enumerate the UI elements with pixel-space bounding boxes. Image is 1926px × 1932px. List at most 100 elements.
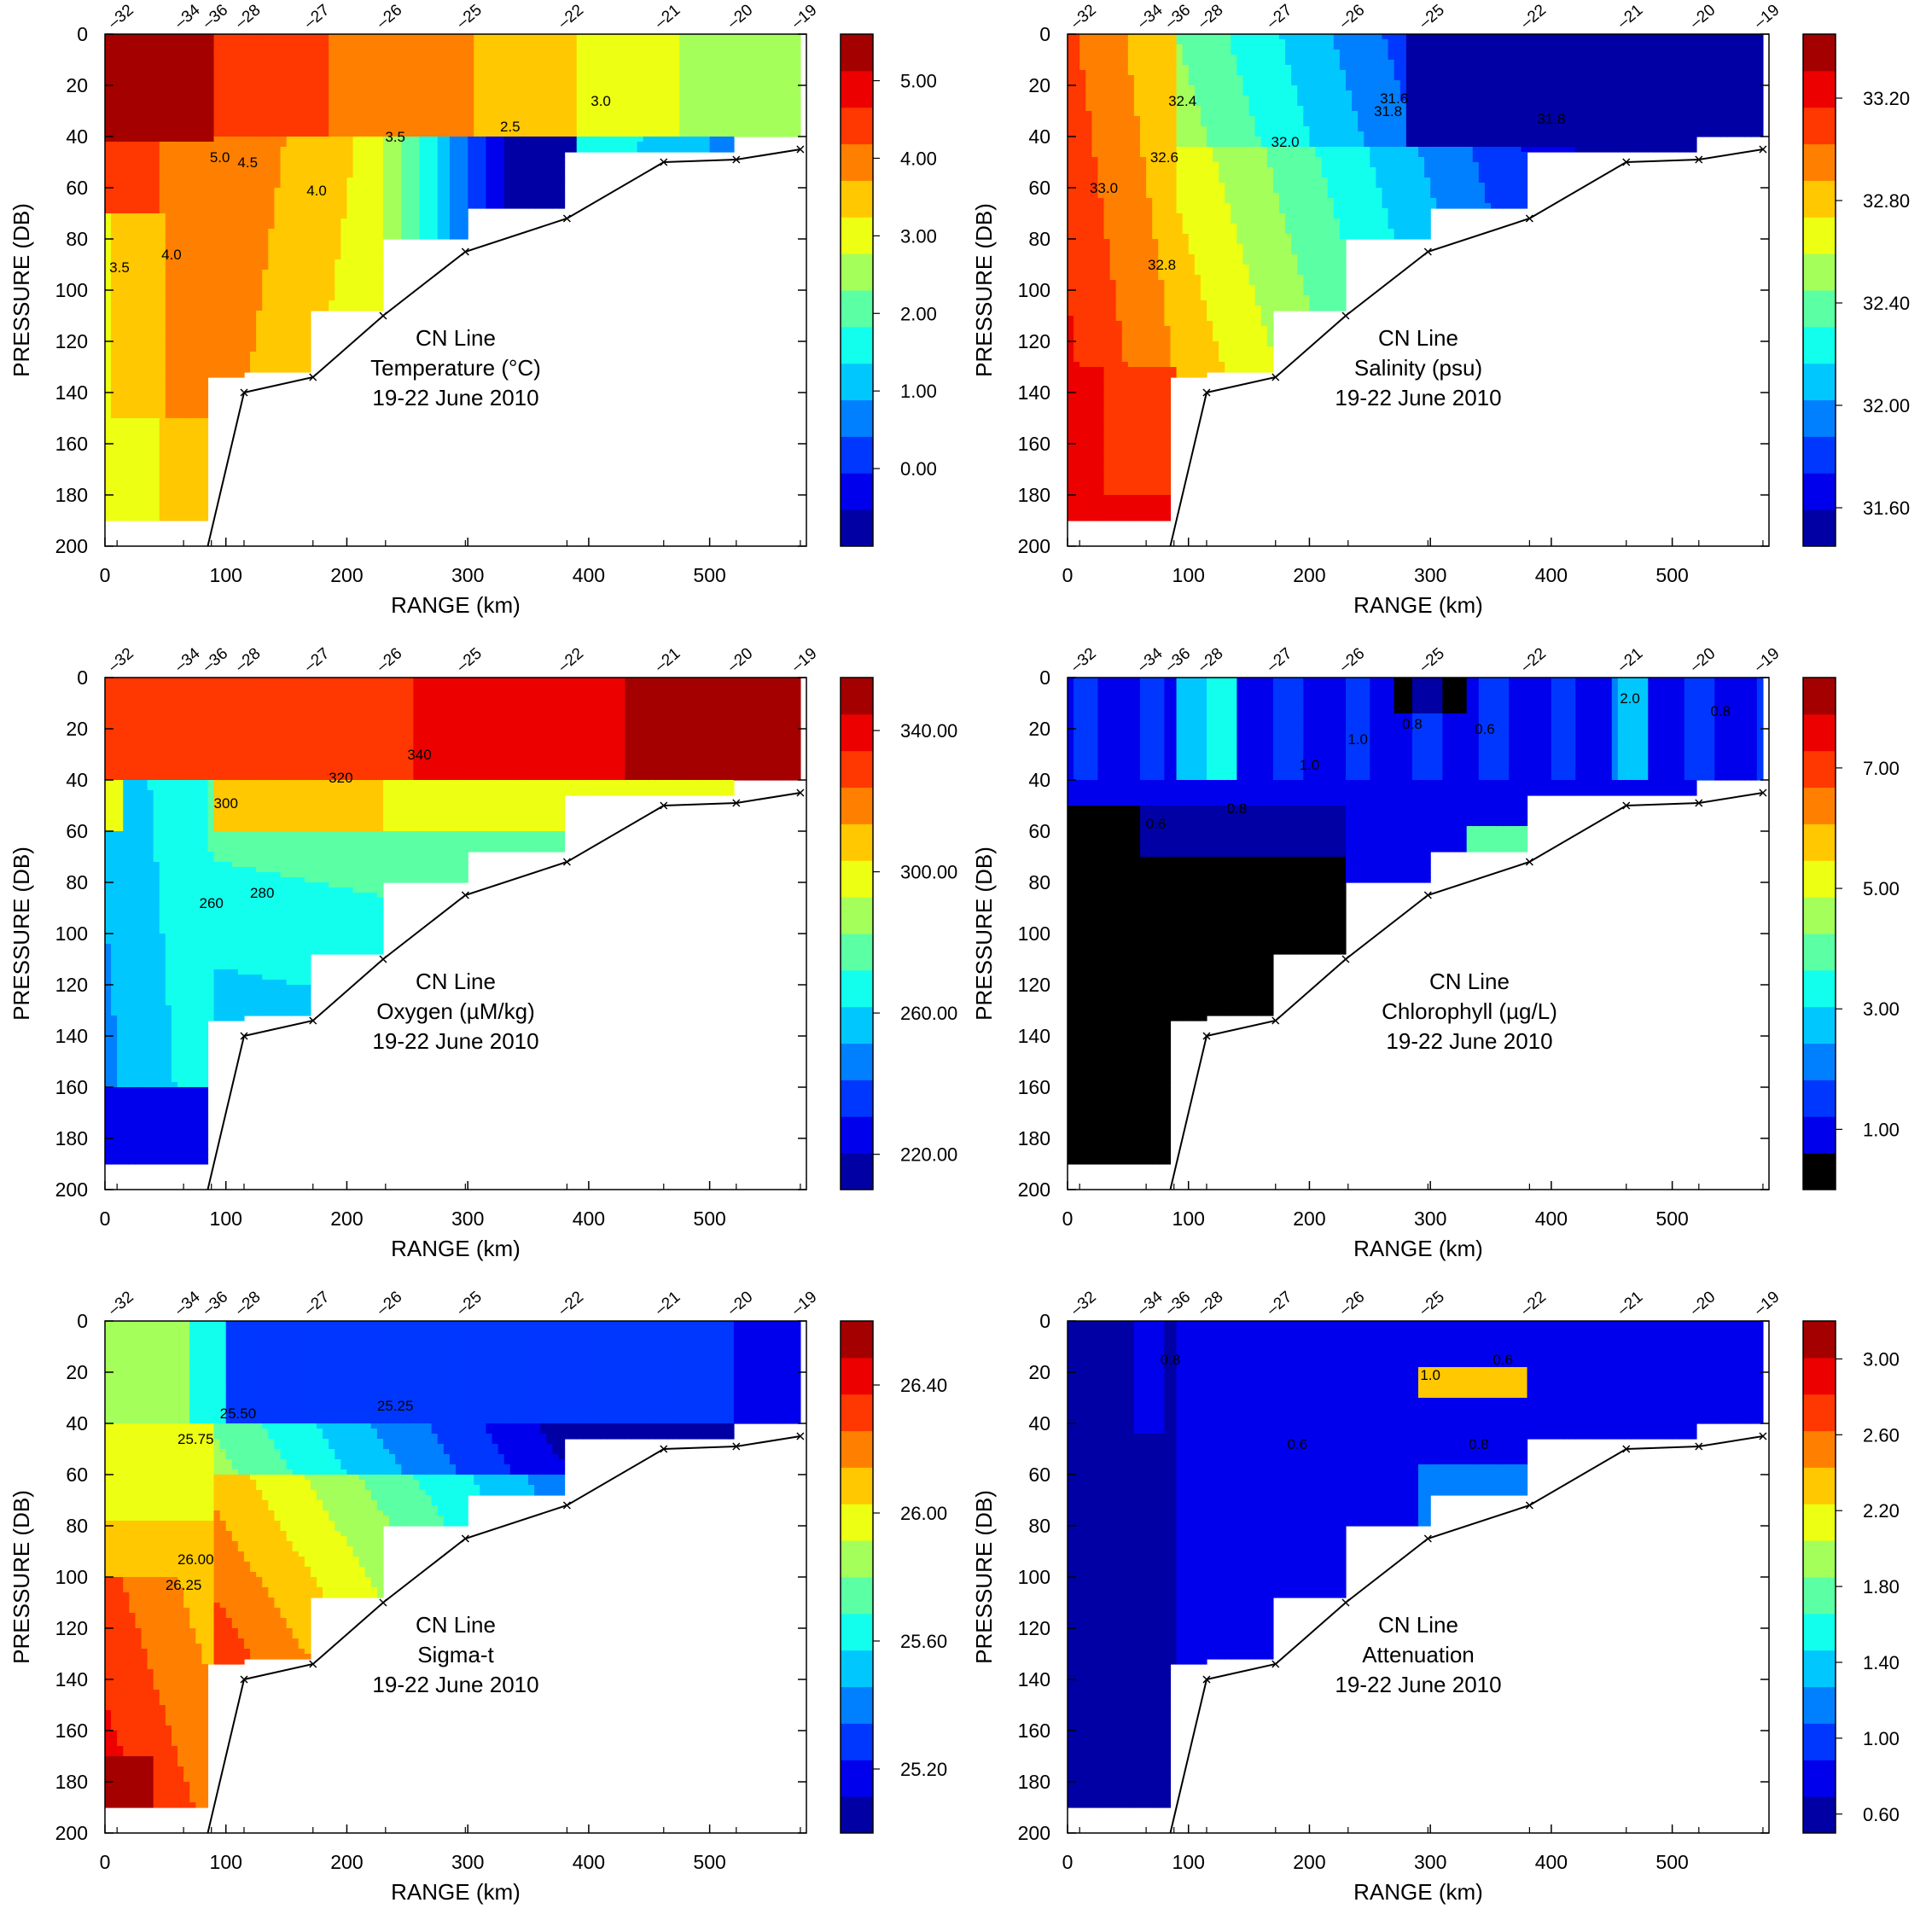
field-cell <box>141 331 148 337</box>
field-cell <box>570 147 578 153</box>
field-cell <box>274 60 282 66</box>
field-cell <box>534 157 541 163</box>
field-cell <box>310 295 317 301</box>
field-cell <box>340 193 348 199</box>
field-cell <box>117 408 124 414</box>
field-cell <box>364 96 372 102</box>
field-cell <box>213 311 221 317</box>
field-cell <box>540 203 547 209</box>
field-cell <box>317 280 323 286</box>
field-cell <box>364 244 372 250</box>
field-cell <box>619 75 626 81</box>
field-cell <box>159 234 166 240</box>
field-cell <box>552 131 560 137</box>
field-cell <box>159 377 166 383</box>
field-cell <box>183 418 190 424</box>
field-cell <box>364 70 372 76</box>
field-cell <box>105 70 112 76</box>
field-cell <box>105 101 112 107</box>
field-cell <box>401 60 408 66</box>
field-cell <box>443 80 451 86</box>
field-cell <box>262 183 269 189</box>
field-cell <box>250 352 257 358</box>
field-cell <box>437 162 445 168</box>
field-cell <box>256 121 263 127</box>
field-cell <box>135 239 143 245</box>
field-cell <box>219 218 227 224</box>
field-cell <box>225 85 233 91</box>
field-cell <box>183 275 190 281</box>
field-cell <box>105 464 112 470</box>
field-cell <box>486 147 493 153</box>
field-cell <box>413 44 421 50</box>
field-cell <box>117 80 124 86</box>
field-cell <box>171 346 178 352</box>
field-cell <box>443 152 451 158</box>
field-cell <box>213 80 221 86</box>
field-cell <box>346 213 354 219</box>
field-cell <box>225 249 233 255</box>
field-cell <box>141 116 148 122</box>
field-cell <box>201 167 209 173</box>
field-cell <box>401 157 408 163</box>
field-cell <box>358 249 366 255</box>
field-cell <box>195 183 202 189</box>
field-cell <box>329 80 335 86</box>
field-cell <box>329 213 335 219</box>
field-cell <box>274 55 282 61</box>
field-cell <box>358 75 366 81</box>
field-cell <box>159 311 166 317</box>
field-cell <box>613 65 620 71</box>
field-cell <box>129 341 137 347</box>
field-cell <box>262 101 269 107</box>
field-cell <box>207 142 215 148</box>
field-cell <box>509 193 517 199</box>
field-cell <box>147 193 154 199</box>
field-cell <box>582 126 590 132</box>
field-cell <box>231 208 239 214</box>
field-cell <box>262 167 269 173</box>
field-cell <box>123 224 130 230</box>
field-cell <box>329 280 335 286</box>
field-cell <box>691 49 699 55</box>
field-cell <box>431 193 439 199</box>
field-cell <box>105 116 112 122</box>
field-cell <box>141 44 148 50</box>
field-cell <box>177 280 184 286</box>
field-cell <box>183 515 190 521</box>
field-cell <box>117 254 124 260</box>
field-cell <box>292 229 300 235</box>
field-cell <box>195 244 202 250</box>
field-cell <box>613 85 620 91</box>
field-cell <box>171 285 178 291</box>
field-cell <box>376 49 384 55</box>
field-cell <box>413 234 421 240</box>
field-cell <box>129 157 137 163</box>
field-cell <box>213 85 221 91</box>
field-cell <box>195 44 202 50</box>
field-cell <box>213 111 221 117</box>
field-cell <box>201 408 209 414</box>
field-cell <box>685 131 692 137</box>
field-cell <box>486 142 493 148</box>
field-cell <box>153 193 160 199</box>
field-cell <box>147 418 154 424</box>
field-cell <box>183 480 190 486</box>
field-cell <box>443 101 451 107</box>
field-cell <box>147 280 154 286</box>
field-cell <box>649 80 656 86</box>
field-cell <box>171 177 178 183</box>
field-cell <box>376 224 384 230</box>
field-cell <box>177 341 184 347</box>
field-cell <box>171 259 178 265</box>
field-cell <box>111 167 118 173</box>
field-cell <box>352 203 360 209</box>
field-cell <box>376 85 384 91</box>
field-cell <box>673 65 680 71</box>
field-cell <box>546 188 553 194</box>
field-cell <box>117 444 124 450</box>
field-cell <box>389 172 396 178</box>
field-cell <box>105 459 112 465</box>
field-cell <box>558 106 566 112</box>
field-cell <box>105 418 112 424</box>
